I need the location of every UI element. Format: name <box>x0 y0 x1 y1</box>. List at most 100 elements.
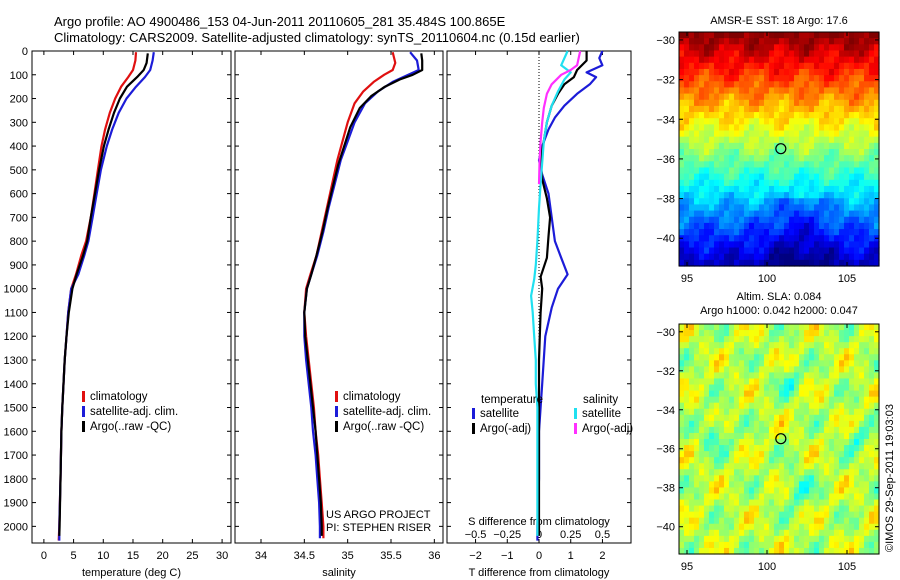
map-cell <box>754 390 760 398</box>
map-cell <box>759 330 765 337</box>
map-cell <box>809 439 815 446</box>
map-cell <box>774 93 780 101</box>
map-cell <box>769 259 775 267</box>
map-cell <box>774 336 780 343</box>
map-cell <box>709 457 715 464</box>
map-cell <box>744 99 750 107</box>
map-cell <box>799 408 805 416</box>
map-cell <box>749 68 755 76</box>
map-cell <box>869 179 875 187</box>
map-cell <box>809 505 815 513</box>
map-cell <box>679 253 685 261</box>
map-cell <box>829 253 835 261</box>
map-cell <box>759 241 765 249</box>
map-cell <box>749 136 755 144</box>
map-cell <box>839 241 845 249</box>
map-cell <box>734 204 740 212</box>
map-cell <box>844 105 850 113</box>
map-cell <box>809 511 815 519</box>
map-cell <box>874 384 880 392</box>
depth-tick-label: 1300 <box>4 355 28 367</box>
map-cell <box>709 259 715 267</box>
difference-xtick-label: −1 <box>501 550 514 562</box>
map-cell <box>869 547 875 555</box>
map-cell <box>734 44 740 52</box>
map-cell <box>694 445 700 452</box>
map-cell <box>824 149 830 156</box>
map-cell <box>824 247 830 255</box>
map-cell <box>829 439 835 446</box>
map-cell <box>724 235 730 242</box>
map-cell <box>689 118 695 125</box>
map-cell <box>749 523 755 531</box>
map-cell <box>734 38 740 45</box>
temperature-xlabel: temperature (deg C) <box>82 567 181 579</box>
map-cell <box>814 32 820 39</box>
map-cell <box>789 216 795 224</box>
map-cell <box>814 445 820 452</box>
map-cell <box>754 68 760 76</box>
map-cell <box>839 439 845 446</box>
map-cell <box>729 155 735 162</box>
map-cell <box>729 44 735 52</box>
map-cell <box>794 511 800 519</box>
map-cell <box>719 62 725 70</box>
map-cell <box>779 192 785 199</box>
map-cell <box>759 517 765 525</box>
map-cell <box>839 130 845 138</box>
map-cell <box>754 247 760 255</box>
map-cell <box>714 192 720 199</box>
depth-tick-label: 1700 <box>4 450 28 462</box>
map-cell <box>764 499 770 507</box>
map-cell <box>814 384 820 392</box>
map-cell <box>719 505 725 513</box>
map-cell <box>699 529 705 537</box>
map-cell <box>839 511 845 519</box>
map-cell <box>774 112 780 119</box>
map-cell <box>819 229 825 236</box>
map-cell <box>819 420 825 428</box>
map-cell <box>834 81 840 89</box>
map-cell <box>684 336 690 343</box>
map-cell <box>779 372 785 380</box>
map-cell <box>799 348 805 355</box>
map-cell <box>759 118 765 125</box>
map-cell <box>679 324 685 331</box>
map-cell <box>694 360 700 367</box>
map-cell <box>684 541 690 549</box>
map-cell <box>784 185 790 193</box>
map-cell <box>709 426 715 434</box>
map-cell <box>714 105 720 113</box>
map-cell <box>679 457 685 464</box>
map-cell <box>709 330 715 337</box>
map-cell <box>709 511 715 519</box>
map-cell <box>834 173 840 181</box>
map-cell <box>834 475 840 482</box>
map-cell <box>804 235 810 242</box>
map-cell <box>834 216 840 224</box>
map-cell <box>809 384 815 392</box>
map-cell <box>714 354 720 361</box>
map-cell <box>759 50 765 58</box>
map-cell <box>864 547 870 555</box>
map-cell <box>794 259 800 267</box>
map-cell <box>844 155 850 162</box>
map-cell <box>804 384 810 392</box>
map-cell <box>714 247 720 255</box>
map-cell <box>864 396 870 404</box>
map-cell <box>739 348 745 355</box>
map-cell <box>694 517 700 525</box>
map-cell <box>794 396 800 404</box>
map-cell <box>824 547 830 555</box>
map-cell <box>744 445 750 452</box>
map-cell <box>799 330 805 337</box>
map-cell <box>719 535 725 543</box>
map-cell <box>709 469 715 476</box>
map-cell <box>749 445 755 452</box>
map-cell <box>849 402 855 410</box>
map-cell <box>854 142 860 150</box>
map-cell <box>719 105 725 113</box>
map-cell <box>719 198 725 206</box>
map-cell <box>679 179 685 187</box>
